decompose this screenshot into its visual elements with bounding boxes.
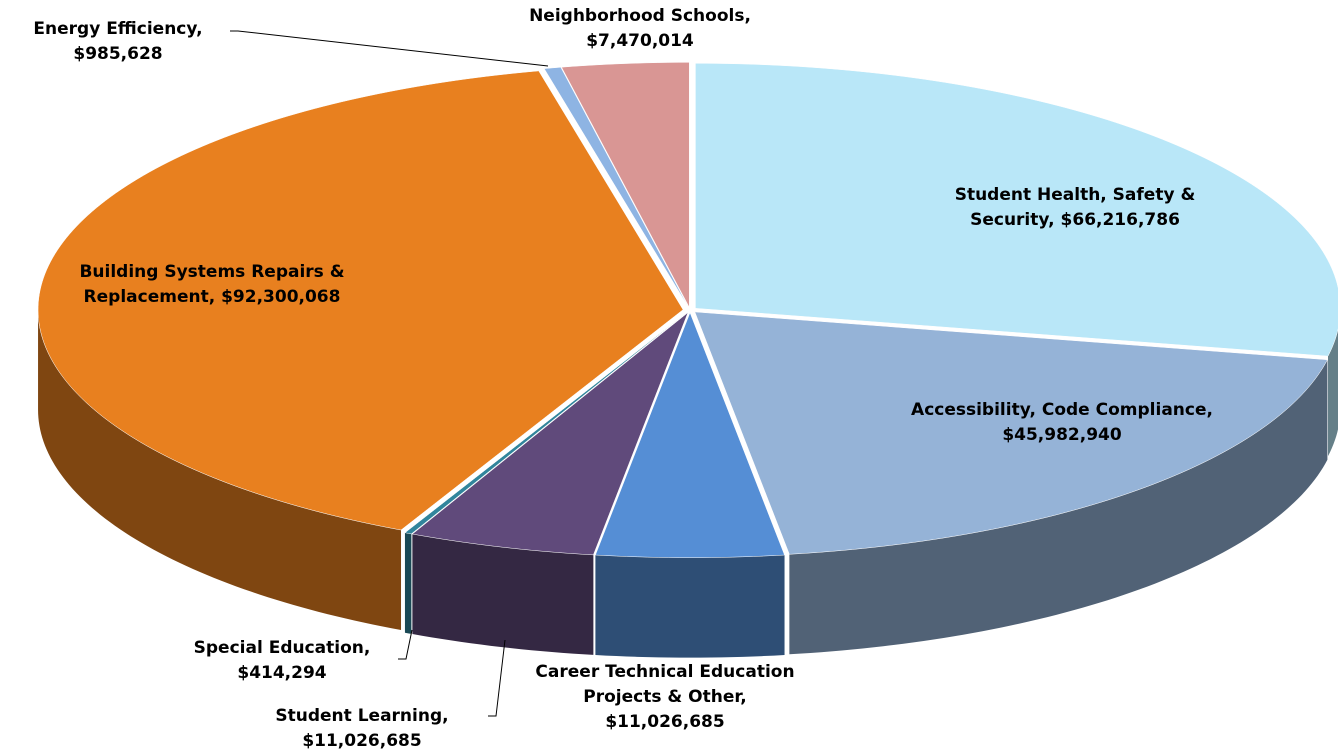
data-label: Student Health, Safety & Security, $66,2… [910,183,1240,233]
slice [37,70,684,531]
data-label: Special Education, $414,294 [152,636,412,686]
value-label: $11,026,685 [605,712,725,732]
slice-side [412,534,594,655]
data-label: Student Learning, $11,026,685 [247,704,477,754]
slice-side [1328,329,1338,457]
value-label: $985,628 [73,44,163,64]
slice [411,311,689,556]
data-label: Energy Efficiency, $985,628 [3,17,233,67]
data-label: Career Technical Education Projects & Ot… [530,660,800,735]
slice [561,62,690,308]
leader-line [488,639,506,717]
category-name: Career Technical Education Projects & Ot… [535,662,795,707]
leader-line [398,629,413,660]
slice [543,66,689,308]
slice-side [38,309,402,631]
value-label: $414,294 [237,663,327,683]
value-label: $45,982,940 [1002,425,1122,445]
slice [404,312,688,535]
slice [595,311,785,558]
data-label: Neighborhood Schools, $7,470,014 [505,4,775,54]
value-label: $7,470,014 [586,31,694,51]
value-label: $92,300,068 [221,287,341,307]
slice-side [404,532,412,634]
value-label: $11,026,685 [302,731,422,751]
category-name: Energy Efficiency, [33,19,203,39]
data-label: Accessibility, Code Compliance, $45,982,… [892,398,1232,448]
category-name: Building Systems Repairs & Replacement, [79,262,345,307]
category-name: Accessibility, Code Compliance, [911,400,1213,420]
category-name: Student Learning, [275,706,449,726]
leader-line [230,30,549,67]
slice-side [789,359,1328,655]
slice-side [595,555,785,658]
category-name: Student Health, Safety & Security, [954,185,1196,230]
data-label: Building Systems Repairs & Replacement, … [42,260,382,310]
category-name: Neighborhood Schools, [529,6,751,26]
slice [694,311,1328,555]
category-name: Special Education, [193,638,371,658]
value-label: $66,216,786 [1060,210,1180,230]
